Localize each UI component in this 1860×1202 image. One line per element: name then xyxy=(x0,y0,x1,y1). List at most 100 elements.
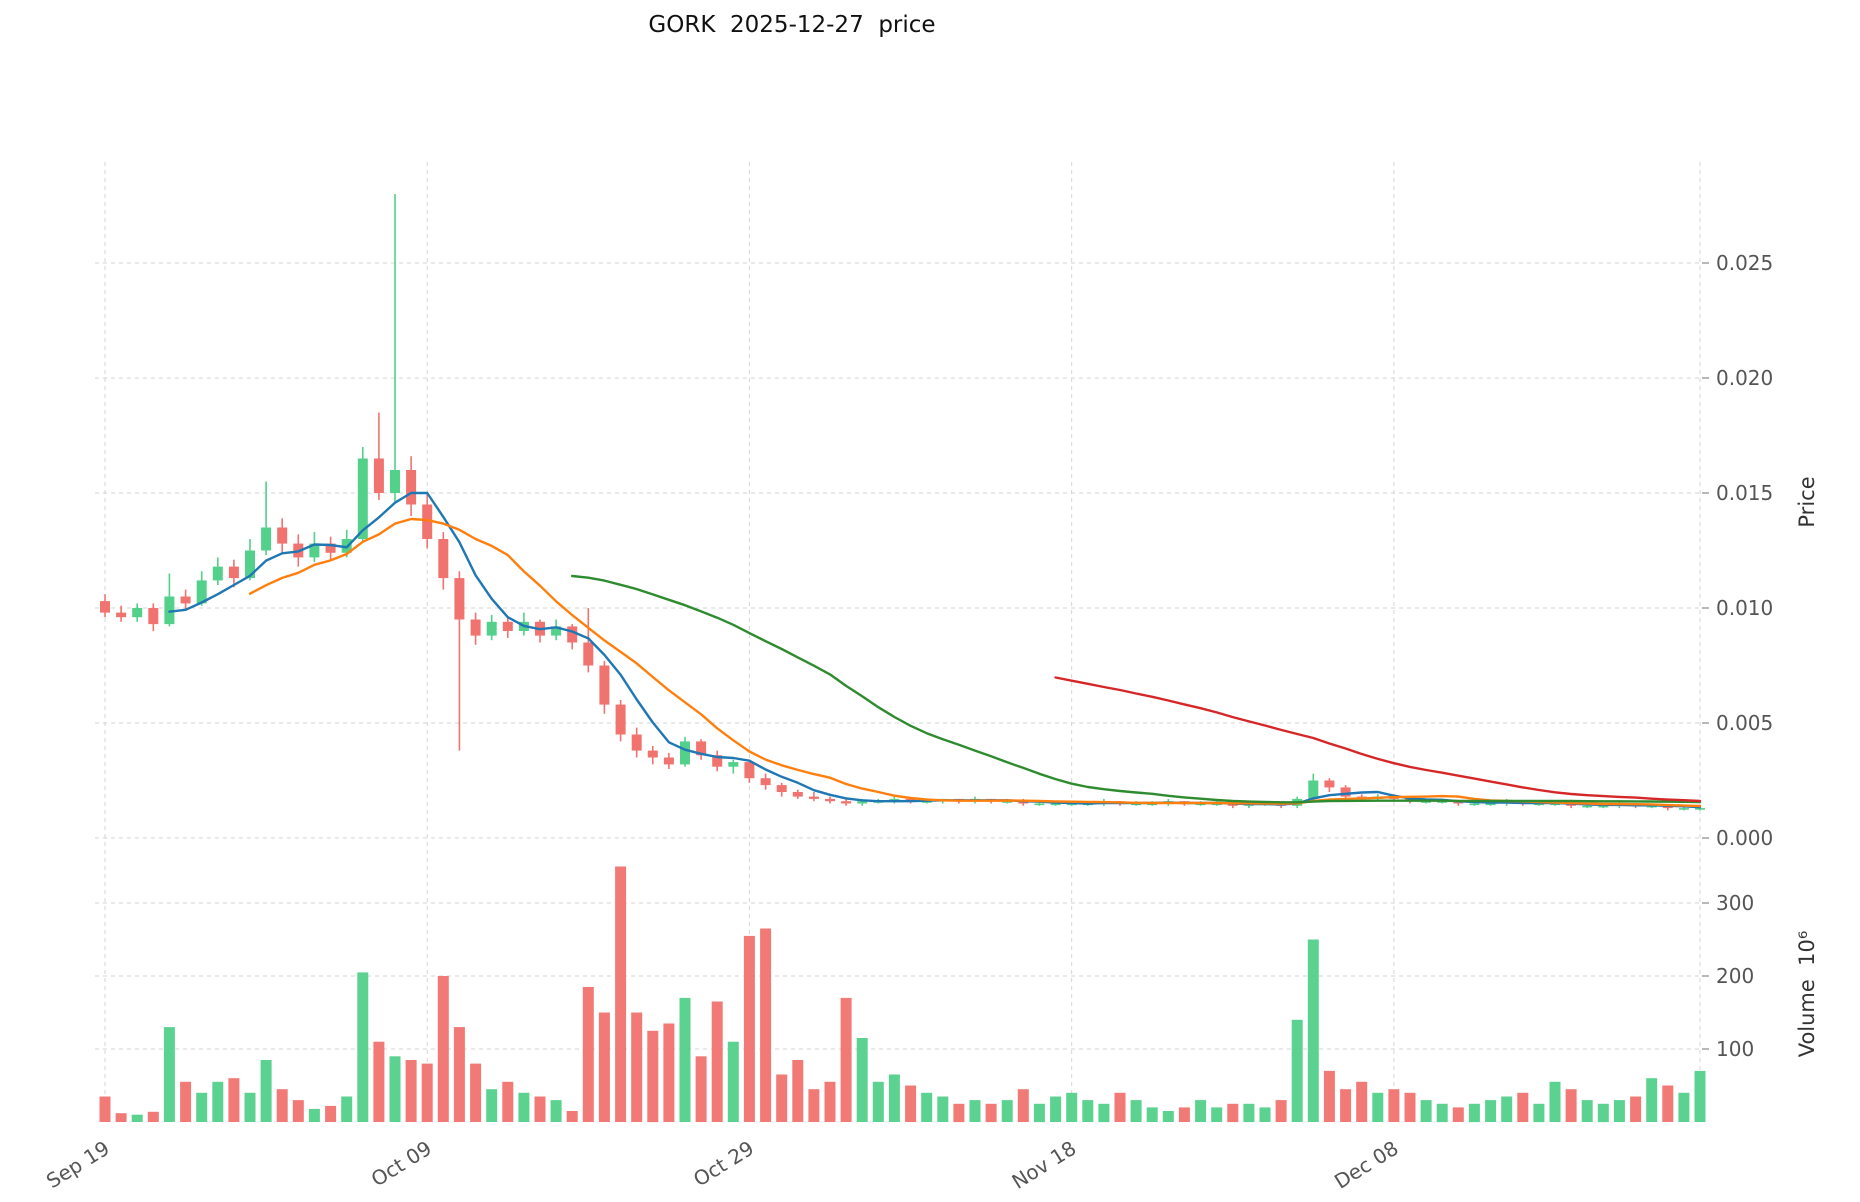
volume-bar xyxy=(1211,1107,1223,1122)
volume-bar xyxy=(808,1089,820,1122)
candle-body xyxy=(647,750,658,758)
volume-bar xyxy=(421,1063,433,1122)
candle-body xyxy=(857,801,868,804)
volume-bar xyxy=(743,935,755,1122)
volume-bar xyxy=(1291,1019,1303,1122)
candle-body xyxy=(228,566,239,579)
price-panel xyxy=(100,194,1705,811)
volume-bar xyxy=(1581,1100,1593,1122)
x-tick-label: Sep 19 xyxy=(42,1136,114,1193)
volume-bar xyxy=(1388,1089,1400,1122)
candle-body xyxy=(1034,803,1045,806)
candle-body xyxy=(1050,803,1061,806)
volume-bar xyxy=(1404,1092,1416,1122)
volume-bar xyxy=(1565,1089,1577,1122)
candle-body xyxy=(180,596,191,604)
candle-body xyxy=(1324,780,1335,788)
volume-bar xyxy=(244,1092,256,1122)
volume-axis-label: Volume 10⁶ xyxy=(1795,931,1819,1058)
candle-body xyxy=(1340,787,1351,797)
volume-bar xyxy=(260,1060,272,1122)
candle-body xyxy=(1469,803,1480,806)
candle-body xyxy=(470,619,481,636)
candle-body xyxy=(196,580,207,604)
volume-bar xyxy=(1533,1103,1545,1123)
volume-bar xyxy=(357,972,369,1122)
candle-body xyxy=(680,741,690,765)
volume-bar xyxy=(1452,1107,1464,1122)
volume-bar xyxy=(969,1100,981,1122)
volume-bar xyxy=(1227,1103,1239,1123)
volume-bar xyxy=(840,997,852,1122)
chart-title: GORK 2025-12-27 price xyxy=(648,12,935,38)
candle-body xyxy=(502,621,513,631)
ma-line-sma30 xyxy=(571,574,1702,804)
volume-bar xyxy=(1098,1103,1110,1123)
candle-body xyxy=(245,550,255,579)
volume-bar xyxy=(760,928,772,1122)
volume-bar xyxy=(615,866,627,1122)
candle-body xyxy=(454,578,465,620)
candle-body xyxy=(776,785,787,792)
x-tick-label: Nov 18 xyxy=(1008,1136,1081,1194)
volume-bar xyxy=(647,1030,659,1123)
candle-body xyxy=(1147,803,1158,806)
candle-body xyxy=(744,762,755,779)
volume-bar xyxy=(1694,1070,1706,1122)
candle-body xyxy=(325,543,336,553)
volume-bar xyxy=(1485,1100,1497,1122)
volume-bar xyxy=(373,1041,385,1122)
volume-bar xyxy=(115,1113,127,1122)
ma-line-sma5 xyxy=(168,491,1702,809)
volume-bar xyxy=(131,1114,143,1122)
volume-bar xyxy=(550,1100,562,1122)
volume-bar xyxy=(937,1096,949,1122)
volume-bar xyxy=(99,1096,111,1122)
x-tick-label: Oct 29 xyxy=(689,1136,758,1192)
volume-bar xyxy=(1436,1103,1448,1123)
candle-body xyxy=(808,796,819,799)
volume-bar xyxy=(1662,1085,1674,1122)
volume-tick-label: 100 xyxy=(1716,1037,1754,1061)
candle-body xyxy=(1002,801,1013,803)
volume-bar xyxy=(1195,1100,1207,1122)
candle-body xyxy=(212,566,223,581)
ma-line-sma60 xyxy=(1054,676,1702,803)
price-axis-label: Price xyxy=(1795,476,1819,527)
volume-bar xyxy=(1162,1111,1174,1122)
candle-body xyxy=(567,626,578,643)
volume-bar xyxy=(1114,1092,1126,1122)
volume-bar xyxy=(1613,1100,1625,1122)
volume-bar xyxy=(147,1111,159,1122)
volume-bar xyxy=(566,1111,578,1122)
volume-bar xyxy=(1549,1081,1561,1122)
volume-bar xyxy=(985,1103,997,1123)
candle-body xyxy=(1195,803,1206,806)
candle-body xyxy=(309,543,320,558)
candle-body xyxy=(261,527,272,551)
candle-body xyxy=(1211,803,1222,806)
volume-bar xyxy=(453,1027,465,1122)
volume-bar xyxy=(534,1096,546,1122)
candle-body xyxy=(921,801,932,803)
candle-body xyxy=(1598,805,1609,808)
volume-bar xyxy=(1468,1103,1480,1123)
volume-bar xyxy=(1307,939,1319,1122)
candle-body xyxy=(728,762,739,767)
volume-bar xyxy=(598,1012,610,1122)
volume-bar xyxy=(1646,1078,1658,1122)
candle-body xyxy=(486,621,497,636)
candle-body xyxy=(357,458,368,539)
volume-bar xyxy=(389,1056,401,1122)
candle-body xyxy=(615,704,626,735)
volume-bar xyxy=(905,1085,917,1122)
price-tick-label: 0.005 xyxy=(1716,711,1773,735)
volume-bar xyxy=(1001,1100,1013,1122)
volume-bar xyxy=(1323,1070,1335,1122)
candle-body xyxy=(100,601,110,613)
volume-bar xyxy=(325,1105,337,1122)
volume-bar xyxy=(1066,1092,1078,1122)
volume-bar xyxy=(1243,1103,1255,1123)
volume-bar xyxy=(163,1027,175,1122)
candle-body xyxy=(1582,805,1593,808)
